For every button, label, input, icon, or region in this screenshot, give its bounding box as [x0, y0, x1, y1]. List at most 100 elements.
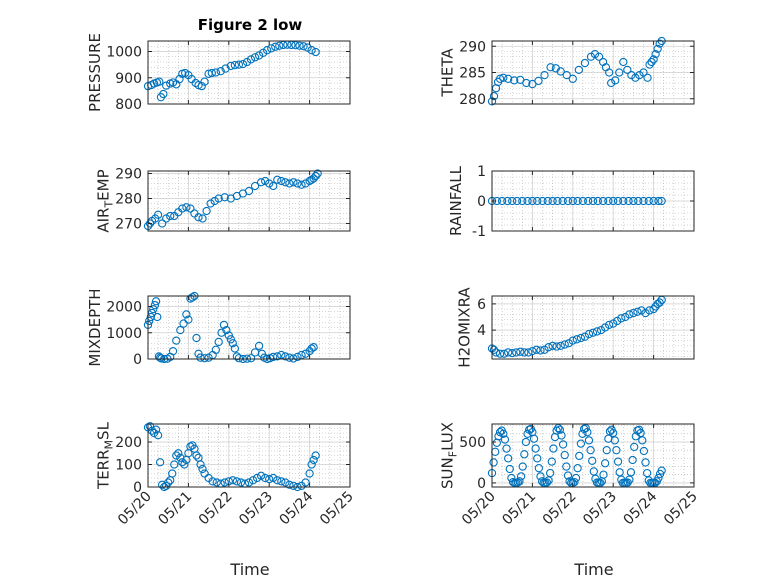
data-point [182, 310, 191, 319]
data-point [600, 459, 610, 468]
data-point [154, 352, 164, 361]
data-point [489, 345, 499, 354]
data-point [301, 349, 310, 358]
data-point [289, 481, 298, 491]
y-tick-label: 800 [115, 97, 142, 113]
data-point [649, 304, 658, 314]
y-tick-label: 1000 [106, 45, 142, 61]
data-point [654, 473, 663, 483]
data-point [146, 312, 155, 322]
data-point [254, 341, 264, 351]
data-point [612, 446, 621, 455]
data-point [230, 344, 240, 353]
data-point [571, 473, 581, 483]
data-point [609, 319, 618, 328]
data-point [246, 55, 256, 64]
data-point [580, 332, 590, 341]
data-point [228, 476, 237, 485]
data-point [521, 437, 531, 447]
data-point [273, 175, 282, 184]
data-point [281, 178, 290, 187]
data-point [200, 77, 209, 86]
data-point [644, 196, 653, 206]
data-point [512, 348, 521, 357]
data-point [504, 348, 513, 357]
data-point [613, 316, 622, 326]
data-point [269, 181, 278, 191]
data-point [299, 42, 308, 51]
axes-box [491, 423, 695, 488]
data-point [505, 464, 514, 474]
y-tick-label: 270 [115, 217, 142, 233]
data-point [246, 354, 256, 363]
data-point [186, 442, 195, 451]
data-point [643, 73, 652, 82]
data-point [634, 196, 643, 206]
data-point [542, 478, 552, 487]
data-point [250, 181, 260, 191]
data-point [560, 340, 569, 349]
data-point [555, 425, 565, 434]
data-point [150, 301, 160, 310]
data-point [153, 312, 162, 322]
data-point [214, 194, 223, 203]
y-tick-label: 1000 [106, 326, 142, 342]
data-point [552, 426, 561, 435]
y-tick-label: 0 [133, 480, 142, 496]
data-point [605, 320, 614, 330]
x-tick-label: 05/23 [236, 489, 276, 529]
data-point [619, 196, 628, 206]
data-point [533, 454, 542, 463]
y-axis-label-terr_msl: TERRMSL [95, 421, 116, 490]
data-point [210, 196, 219, 206]
data-point [546, 63, 555, 72]
data-point [510, 76, 519, 85]
y-tick-label: 4 [477, 323, 486, 339]
data-point [516, 472, 526, 481]
data-point [578, 196, 588, 206]
data-point [520, 450, 529, 459]
data-point [168, 469, 177, 478]
data-point [313, 169, 322, 178]
data-point [145, 316, 154, 326]
data-point [633, 307, 642, 316]
data-point [194, 213, 203, 222]
data-point [301, 179, 310, 188]
data-point [172, 451, 181, 460]
data-point [489, 458, 498, 467]
data-point [538, 196, 547, 206]
data-point [220, 478, 229, 487]
data-point [236, 478, 246, 487]
data-point [155, 458, 165, 467]
data-point [307, 46, 316, 55]
data-point [217, 328, 226, 337]
data-point [512, 196, 522, 206]
data-point [516, 347, 525, 356]
data-point [495, 349, 505, 358]
data-point [172, 336, 181, 345]
data-point [625, 310, 634, 319]
data-point [503, 196, 512, 206]
data-point [155, 77, 164, 86]
data-point [250, 53, 260, 62]
data-point [600, 323, 610, 332]
data-point [580, 58, 590, 68]
data-point [192, 451, 201, 460]
data-point [518, 462, 527, 471]
data-point [212, 478, 221, 487]
data-point [162, 214, 171, 223]
data-point [655, 298, 664, 307]
data-point [560, 450, 569, 460]
data-point [307, 460, 316, 469]
data-point [186, 294, 195, 303]
data-point [202, 206, 211, 216]
data-point [293, 179, 302, 188]
data-point [311, 47, 320, 57]
data-point [311, 451, 320, 460]
data-point [586, 52, 596, 61]
y-axis-label-mixdepth: MIXDEPTH [86, 288, 104, 366]
data-point [164, 478, 173, 487]
